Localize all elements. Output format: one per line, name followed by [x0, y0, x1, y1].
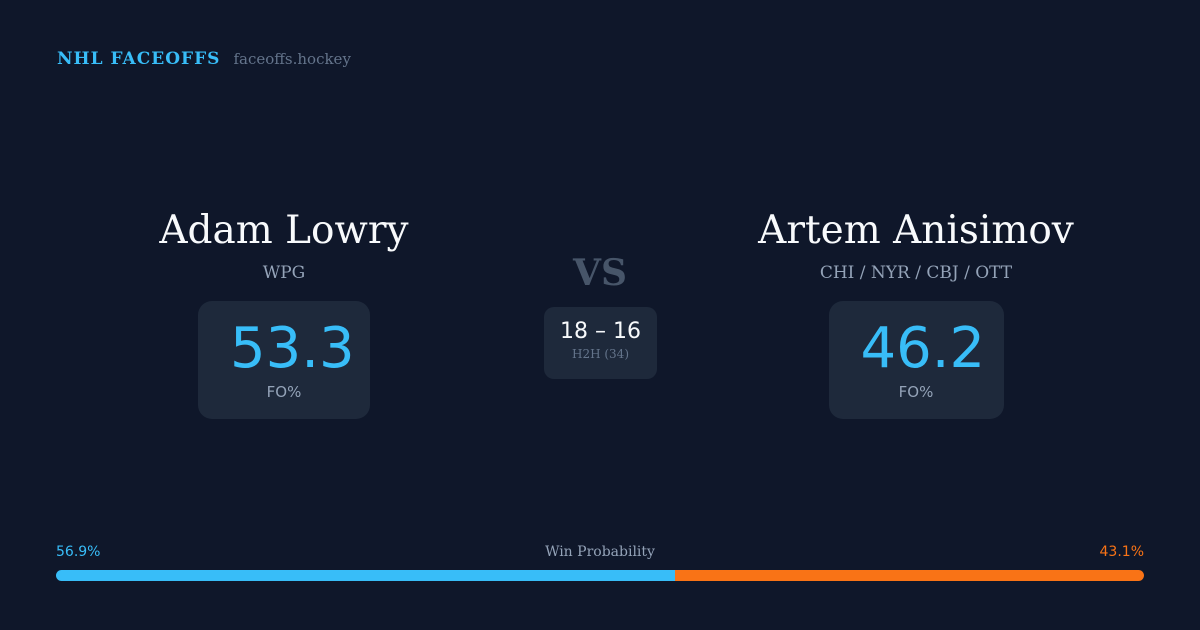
win-prob-bar-right — [675, 570, 1144, 581]
fo-card: 53.3 FO% — [198, 301, 370, 419]
player-name: Artem Anisimov — [758, 208, 1074, 253]
win-prob-bar-left — [56, 570, 676, 581]
win-prob-right: 43.1% — [1099, 544, 1144, 560]
player-left: Adam Lowry WPG 53.3 FO% — [34, 205, 534, 419]
brand: NHL FACEOFFS faceoffs.hockey — [57, 49, 351, 69]
player-name: Adam Lowry — [159, 208, 409, 253]
fo-card: 46.2 FO% — [828, 301, 1004, 419]
player-right: Artem Anisimov CHI / NYR / CBJ / OTT 46.… — [666, 205, 1166, 419]
h2h-score: 18 – 16 — [560, 319, 641, 344]
fo-value: 53.3 — [230, 316, 355, 381]
vs-label: VS — [573, 252, 627, 294]
h2h-label: H2H (34) — [571, 347, 629, 361]
fo-label: FO% — [266, 383, 302, 401]
brand-title: NHL FACEOFFS — [57, 49, 221, 69]
player-team: CHI / NYR / CBJ / OTT — [819, 263, 1013, 283]
fo-label: FO% — [898, 383, 934, 401]
win-prob-left: 56.9% — [56, 544, 101, 560]
player-team: WPG — [262, 263, 306, 283]
fo-value: 46.2 — [860, 316, 986, 381]
win-prob-label: Win Probability — [545, 544, 655, 560]
h2h-card: 18 – 16 H2H (34) — [544, 307, 657, 379]
win-prob-bar — [56, 570, 1144, 581]
brand-url: faceoffs.hockey — [233, 50, 351, 68]
